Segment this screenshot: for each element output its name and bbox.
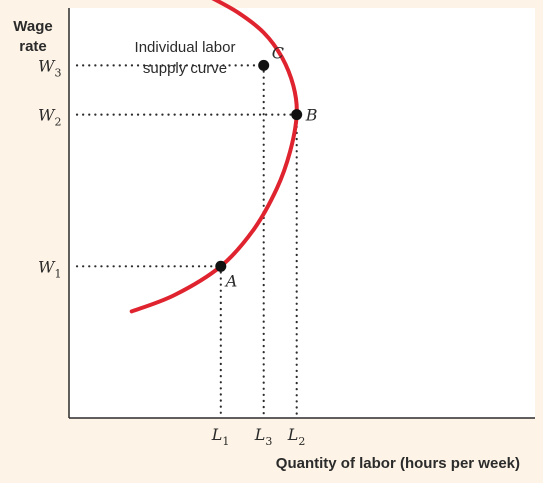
point-b [291,109,303,121]
points: A B C [215,43,318,290]
curve-annotation-line2: supply curve [143,60,227,77]
x-tick-label-l1: L1 [211,425,230,448]
point-label-c: C [272,43,284,62]
x-tick-label-l2: L2 [287,425,306,448]
x-axis-title: Quantity of labor (hours per week) [276,455,520,472]
point-label-a: A [224,271,238,290]
point-c [258,59,270,71]
point-label-b: B [305,106,318,125]
y-axis-title-line2: rate [19,38,47,55]
curve-annotation-line1: Individual labor [135,39,236,56]
tick-labels: W3 W2 W1 L1 L3 L2 [38,56,305,448]
plot-background [69,8,535,418]
y-axis-title-line1: Wage [13,18,52,35]
guide-lines [75,64,298,416]
y-tick-label-w1: W1 [38,257,61,280]
x-tick-label-l3: L3 [254,425,273,448]
point-a [215,260,227,272]
y-tick-label-w3: W3 [38,56,61,79]
y-tick-label-w2: W2 [38,106,61,129]
